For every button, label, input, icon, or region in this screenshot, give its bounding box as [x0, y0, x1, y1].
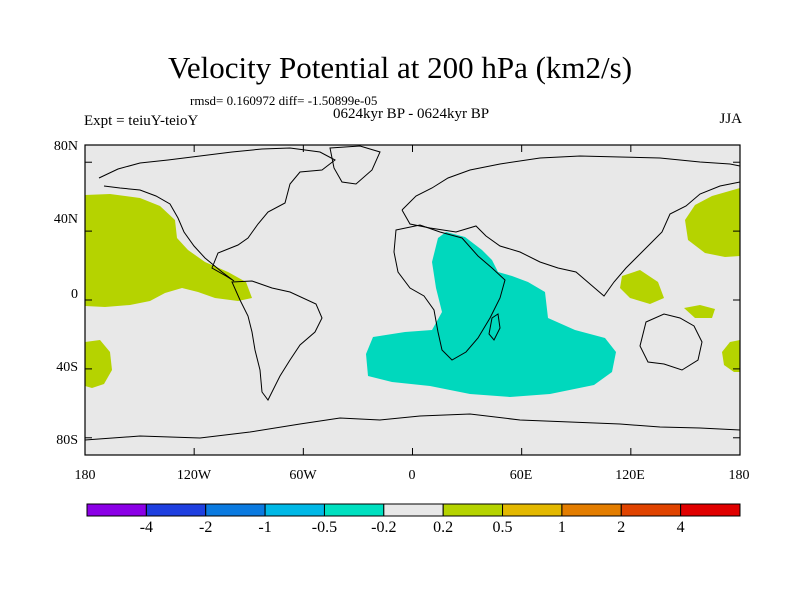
- coast-north-america: [98, 147, 336, 282]
- colorbar-label: -0.2: [371, 519, 397, 536]
- coast-south-america: [231, 280, 323, 401]
- region-southeast-australia: [722, 340, 740, 372]
- colorbar-box: [323, 503, 385, 517]
- colorbar: [86, 503, 741, 517]
- colorbar-label: 1: [557, 519, 566, 536]
- x-tick-60e: 60E: [509, 468, 533, 483]
- colorbar-box: [264, 503, 325, 517]
- season-label: JJA: [719, 111, 742, 127]
- stats-label: rmsd= 0.160972 diff= -1.50899e-05: [190, 93, 378, 108]
- x-tick-60w: 60W: [289, 468, 317, 483]
- colorbar-box: [620, 503, 682, 517]
- colorbar-box: [145, 503, 207, 517]
- region-africa-indian-ocean: [366, 232, 616, 397]
- x-tick-120e: 120E: [615, 468, 645, 483]
- colorbar-label: 2: [617, 519, 626, 536]
- colorbar-label: -4: [139, 519, 154, 536]
- plot-area: [85, 145, 740, 455]
- negative-anomaly-regions: [366, 232, 616, 397]
- coast-australia: [639, 313, 703, 371]
- coast-africa: [393, 224, 506, 361]
- colorbar-box: [680, 503, 741, 517]
- y-tick-40s: 40S: [56, 360, 78, 375]
- x-tick-120w: 120W: [176, 468, 212, 483]
- colorbar-box: [383, 503, 444, 517]
- colorbar-label: -1: [258, 519, 272, 536]
- colorbar-box: [561, 503, 622, 517]
- colorbar-label: -0.5: [311, 519, 338, 536]
- coast-greenland: [329, 145, 381, 185]
- colorbar-label: 4: [676, 519, 685, 536]
- colorbar-box: [442, 503, 504, 517]
- colorbar-label: 0.2: [433, 519, 454, 536]
- y-tick-80n: 80N: [53, 139, 78, 154]
- coastlines: [84, 145, 741, 441]
- x-tick-180e: 180: [728, 468, 750, 483]
- y-tick-40n: 40N: [53, 212, 78, 227]
- colorbar-box: [205, 503, 266, 517]
- positive-anomaly-regions: [85, 188, 740, 388]
- region-central-east-pacific: [85, 194, 252, 307]
- coast-europe-asia: [401, 155, 741, 297]
- y-tick-80s: 80S: [56, 433, 78, 448]
- experiment-label: Expt = teiuY-teioY: [84, 113, 199, 129]
- x-tick-180w: 180: [74, 468, 96, 483]
- period-label: 0624kyr BP - 0624kyr BP: [332, 106, 490, 122]
- map-title: Velocity Potential at 200 hPa (km2/s): [167, 50, 633, 85]
- colorbar-label: 0.5: [492, 519, 513, 536]
- coast-madagascar: [488, 313, 501, 341]
- colorbar-label: -2: [199, 519, 213, 536]
- x-tick-0: 0: [408, 468, 416, 483]
- axis-ticks: [84, 145, 741, 455]
- region-equatorial-west-pacific: [684, 305, 715, 318]
- region-philippines: [620, 270, 664, 304]
- region-south-pacific: [85, 340, 112, 388]
- y-tick-0: 0: [71, 287, 78, 302]
- coast-antarctica: [84, 413, 741, 441]
- colorbar-box: [86, 503, 147, 517]
- colorbar-box: [502, 503, 563, 517]
- region-west-pacific-asia: [685, 188, 740, 257]
